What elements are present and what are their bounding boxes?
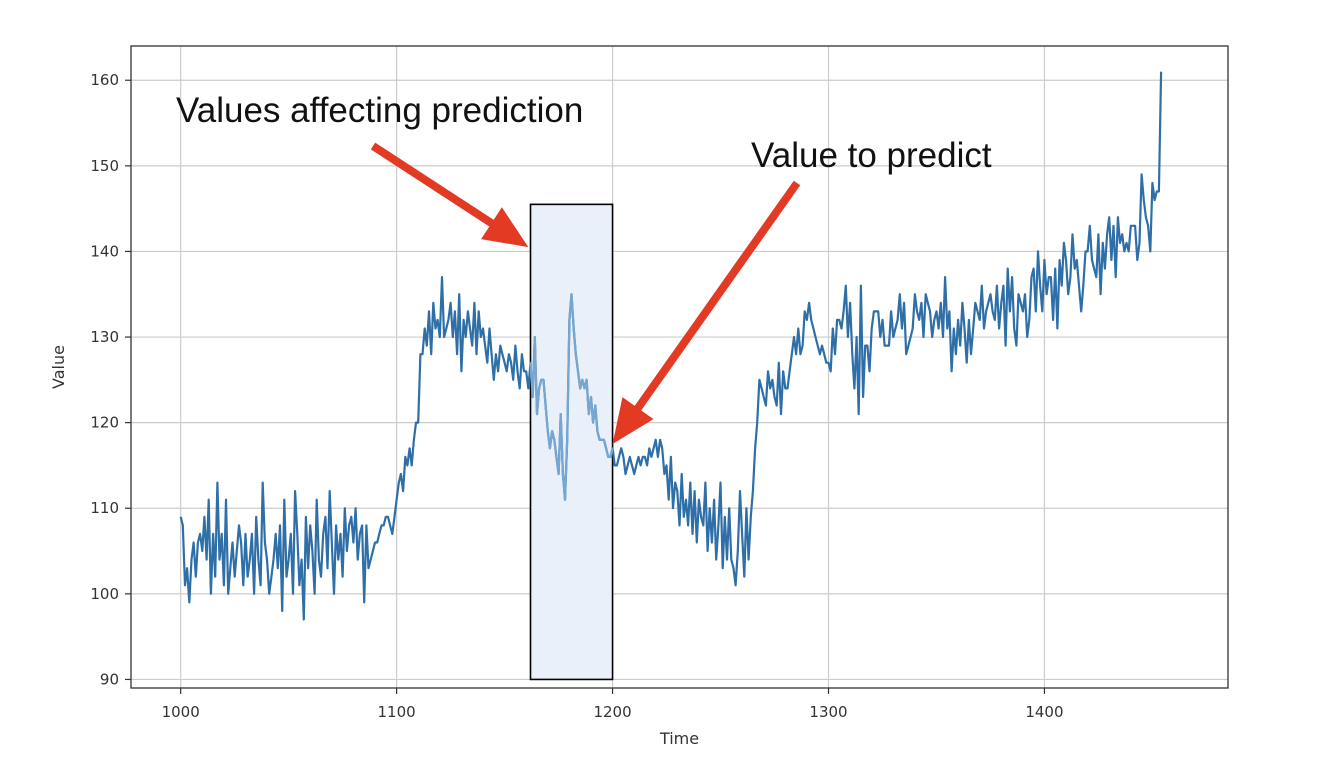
x-tick-label: 1300 <box>809 703 847 721</box>
x-tick-label: 1100 <box>378 703 416 721</box>
y-tick-label: 120 <box>90 414 119 432</box>
y-tick-label: 160 <box>90 71 119 89</box>
x-axis-ticks: 1000 1100 1200 1300 1400 <box>162 688 1064 721</box>
arrow-values-affecting-shaft <box>370 142 496 228</box>
y-axis-ticks: 90 100 110 120 130 140 150 160 <box>90 71 131 688</box>
annotation-value-to-predict: Value to predict <box>751 136 992 175</box>
y-tick-label: 140 <box>90 242 119 260</box>
annotation-arrows <box>370 142 801 445</box>
series-line-in-window <box>529 293 614 501</box>
annotation-values-affecting-prediction: Values affecting prediction <box>176 91 583 130</box>
arrow-value-to-predict-shaft <box>633 180 801 413</box>
y-tick-label: 110 <box>90 499 119 517</box>
arrow-values-affecting-head <box>481 207 529 248</box>
x-tick-label: 1000 <box>162 703 200 721</box>
x-tick-label: 1200 <box>593 703 631 721</box>
y-tick-label: 90 <box>100 670 119 688</box>
plot-area-frame <box>130 45 1229 689</box>
y-gridlines <box>131 79 1228 681</box>
series-line <box>179 71 1163 621</box>
highlight-window <box>529 203 614 681</box>
x-tick-label: 1400 <box>1025 703 1063 721</box>
arrow-value-to-predict-head <box>612 397 654 445</box>
y-tick-label: 100 <box>90 585 119 603</box>
x-axis-title: Time <box>659 729 699 748</box>
y-tick-label: 150 <box>90 157 119 175</box>
y-axis-title: Value <box>49 345 68 389</box>
y-tick-label: 130 <box>90 328 119 346</box>
